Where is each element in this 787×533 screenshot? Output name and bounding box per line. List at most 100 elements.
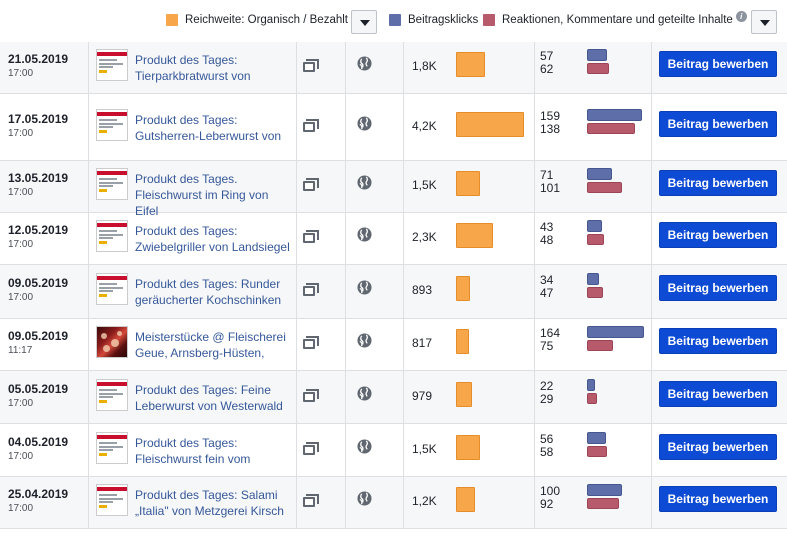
thumbnail-text-line	[99, 283, 117, 285]
photo-detail	[103, 345, 110, 352]
boost-post-button[interactable]: Beitrag bewerben	[659, 111, 777, 137]
boost-post-button[interactable]: Beitrag bewerben	[659, 486, 777, 512]
post-time: 17:00	[8, 68, 34, 79]
post-title-link[interactable]: Produkt des Tages: Fleischwurst fein vom	[135, 436, 251, 466]
post-clicks-bar	[587, 109, 642, 121]
boost-post-button[interactable]: Beitrag bewerben	[659, 328, 777, 354]
post-title-link[interactable]: Produkt des Tages: Tierparkbratwurst von	[135, 53, 251, 83]
post-type-icon	[303, 389, 319, 403]
info-icon[interactable]: i	[735, 10, 747, 22]
thumbnail-banner	[97, 52, 127, 56]
post-type-icon	[303, 59, 319, 73]
post-clicks-value: 57	[540, 49, 554, 63]
thumbnail-highlight	[99, 453, 107, 456]
reach-bar	[456, 223, 493, 248]
type-icon-back	[306, 59, 319, 69]
post-type-icon	[303, 283, 319, 297]
post-title-link[interactable]: Produkt des Tages: Runder geräucherter K…	[135, 277, 282, 307]
boost-post-button[interactable]: Beitrag bewerben	[659, 275, 777, 301]
post-date: 09.05.2019	[8, 329, 69, 343]
column-divider	[88, 161, 89, 212]
post-time: 11:17	[8, 345, 33, 356]
thumbnail-highlight	[99, 400, 107, 403]
legend-clicks-label: Beitragsklicks	[408, 14, 479, 26]
post-title-link[interactable]: Produkt des Tages: Feine Leberwurst von …	[135, 383, 283, 413]
thumbnail-banner	[97, 223, 127, 227]
column-divider	[651, 161, 652, 212]
column-divider	[296, 319, 297, 370]
post-thumbnail[interactable]	[96, 484, 128, 516]
table-row: 09.05.2019 11:17 Meisterstücke @ Fleischer…	[0, 319, 787, 371]
reach-value: 2,3K	[412, 230, 437, 244]
post-date: 21.05.2019	[8, 52, 69, 66]
post-thumbnail[interactable]	[96, 49, 128, 81]
post-thumbnail[interactable]	[96, 109, 128, 141]
column-divider	[296, 42, 297, 93]
reactions-bar	[587, 287, 603, 298]
post-clicks-bar	[587, 273, 599, 285]
thumbnail-highlight	[99, 70, 107, 73]
column-divider	[88, 477, 89, 528]
column-divider	[534, 477, 535, 528]
post-thumbnail[interactable]	[96, 432, 128, 464]
globe-icon	[357, 227, 372, 242]
reactions-dropdown-button[interactable]	[751, 10, 777, 34]
reactions-bar	[587, 446, 607, 457]
post-title-link[interactable]: Produkt des Tages: Gutsherren-Leberwurst…	[135, 113, 282, 143]
column-divider	[88, 213, 89, 264]
post-clicks-bar	[587, 49, 607, 61]
thumbnail-banner	[97, 171, 127, 175]
reactions-value: 62	[540, 62, 554, 76]
post-title-link[interactable]: Meisterstücke @ Fleischerei Geue, Arnsbe…	[135, 330, 286, 360]
reach-dropdown-button[interactable]	[351, 10, 377, 34]
post-thumbnail[interactable]	[96, 220, 128, 252]
legend-reach-swatch	[166, 14, 178, 26]
boost-post-button[interactable]: Beitrag bewerben	[659, 170, 777, 196]
post-thumbnail[interactable]	[96, 168, 128, 200]
engagement-numbers: 100 92	[540, 485, 560, 511]
column-divider	[88, 424, 89, 476]
column-divider	[534, 213, 535, 264]
type-icon-back	[306, 230, 319, 240]
legend-clicks-swatch	[389, 14, 401, 26]
post-title-link[interactable]: Produkt des Tages: Salami „Italia" von M…	[135, 488, 284, 518]
type-icon-back	[306, 178, 319, 188]
boost-post-button[interactable]: Beitrag bewerben	[659, 381, 777, 407]
post-thumbnail[interactable]	[96, 379, 128, 411]
post-thumbnail[interactable]	[96, 326, 128, 358]
post-thumbnail[interactable]	[96, 273, 128, 305]
column-divider	[534, 371, 535, 423]
legend-reach: Reichweite: Organisch / Bezahlt	[166, 12, 348, 28]
legend-reactions-label: Reaktionen, Kommentare und geteilte Inha…	[502, 14, 733, 26]
reactions-value: 101	[540, 181, 561, 195]
post-title-link[interactable]: Produkt des Tages: Zwiebelgriller von La…	[135, 224, 290, 254]
legend-reactions: Reaktionen, Kommentare und geteilte Inha…	[483, 10, 747, 28]
type-icon-front	[303, 181, 315, 191]
thumbnail-banner	[97, 487, 127, 491]
boost-post-button[interactable]: Beitrag bewerben	[659, 51, 777, 77]
column-divider	[345, 265, 346, 318]
column-divider	[403, 424, 404, 476]
post-clicks-value: 43	[540, 220, 554, 234]
post-type-icon	[303, 178, 319, 192]
thumbnail-text-line	[99, 442, 117, 444]
post-type-icon	[303, 119, 319, 133]
column-divider	[345, 42, 346, 93]
boost-post-button[interactable]: Beitrag bewerben	[659, 434, 777, 460]
column-divider	[296, 265, 297, 318]
reach-bar	[456, 171, 480, 196]
column-divider	[88, 265, 89, 318]
post-title-link[interactable]: Produkt des Tages. Fleischwurst im Ring …	[135, 172, 269, 218]
reactions-value: 29	[540, 392, 554, 406]
thumbnail-text-line	[99, 178, 117, 180]
column-divider	[345, 371, 346, 423]
column-divider	[345, 213, 346, 264]
table-row: 04.05.2019 17:00 Produkt des Tages: Fleisc…	[0, 424, 787, 477]
reactions-bar	[587, 498, 619, 509]
reach-bar	[456, 276, 470, 301]
table-row: 09.05.2019 17:00 Produkt des Tages: Runder…	[0, 265, 787, 319]
post-clicks-bar	[587, 220, 602, 232]
post-time: 17:00	[8, 187, 34, 198]
column-divider	[296, 161, 297, 212]
boost-post-button[interactable]: Beitrag bewerben	[659, 222, 777, 248]
